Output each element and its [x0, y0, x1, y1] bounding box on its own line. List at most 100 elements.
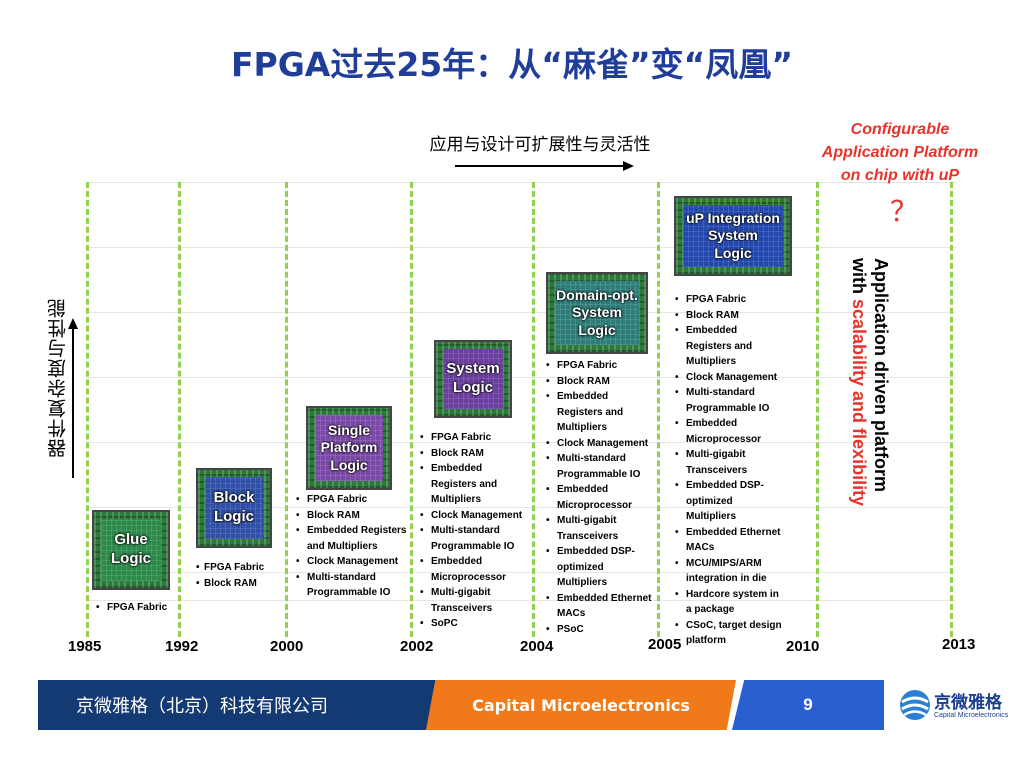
feature-list-1992: FPGA FabricBlock RAM: [196, 560, 264, 591]
feature-item: Block RAM: [196, 576, 264, 592]
company-name-en: Capital Microelectronics: [426, 680, 736, 730]
feature-item: FPGA Fabric: [196, 560, 264, 576]
year-guide-line: [178, 182, 181, 637]
feature-item: Embedded Registers: [294, 523, 406, 539]
feature-item: Microprocessor: [686, 433, 762, 445]
feature-item: Embedded: [673, 323, 782, 339]
feature-item: Registers and: [431, 478, 498, 490]
feature-item: Transceivers: [686, 464, 748, 476]
year-label: 2005: [648, 636, 682, 653]
slide-title: FPGA过去25年：从“麻雀”变“凤凰”: [230, 45, 794, 84]
chip-block-logic: Block Logic: [196, 468, 272, 548]
feature-item: Multi-standard: [418, 523, 522, 539]
feature-item: Programmable IO: [557, 468, 641, 480]
feature-item: FPGA Fabric: [94, 600, 167, 616]
feature-item: Multipliers: [686, 511, 737, 522]
company-logo: 京微雅格 Capital Microelectronics: [896, 682, 1020, 728]
feature-list-2000: FPGA FabricBlock RAMEmbedded Registersan…: [294, 492, 406, 601]
feature-item: Multi-gigabit: [418, 585, 522, 601]
feature-item: Block RAM: [544, 374, 651, 390]
feature-item: Multipliers: [557, 577, 608, 588]
feature-item: Embedded: [544, 389, 651, 405]
feature-item: PSoC: [544, 622, 651, 638]
footer-bar: 京微雅格（北京）科技有限公司 Capital Microelectronics …: [0, 680, 1024, 730]
globe-logo-icon: [900, 690, 930, 720]
company-name-cn: 京微雅格（北京）科技有限公司: [38, 680, 438, 730]
scalability-caption: 应用与设计可扩展性与灵活性: [429, 135, 651, 155]
chip-domain-optimized-system-logic: Domain-opt. System Logic: [546, 272, 648, 354]
grid-line: [86, 312, 956, 313]
year-guide-line: [657, 182, 660, 637]
up-arrow-icon: [68, 318, 78, 478]
right-arrow-icon: [455, 161, 634, 171]
configurable-platform-label: Configurable Application Platform on chi…: [821, 121, 979, 184]
feature-item: Multi-standard: [544, 451, 651, 467]
feature-item: Embedded DSP-: [544, 544, 651, 560]
feature-item: Multi-gigabit: [544, 513, 651, 529]
feature-item: a package: [686, 604, 735, 615]
feature-item: Microprocessor: [557, 499, 633, 511]
page-number: 9: [732, 680, 884, 730]
year-guide-line: [816, 182, 819, 637]
feature-item: optimized: [686, 495, 733, 507]
feature-item: Embedded Ethernet: [673, 525, 782, 541]
feature-list-1985: FPGA Fabric: [94, 600, 167, 616]
year-label: 2004: [520, 638, 554, 655]
feature-item: Block RAM: [294, 508, 406, 524]
year-label: 1992: [165, 638, 199, 655]
feature-item: Registers and: [686, 340, 753, 352]
year-label: 2013: [942, 636, 976, 653]
year-guide-line: [950, 182, 953, 637]
feature-item: Embedded: [418, 461, 522, 477]
feature-list-2002: FPGA FabricBlock RAMEmbeddedRegisters an…: [418, 430, 522, 632]
feature-item: FPGA Fabric: [673, 292, 782, 308]
feature-item: Embedded: [544, 482, 651, 498]
feature-item: Block RAM: [673, 308, 782, 324]
feature-item: and Multipliers: [307, 540, 378, 552]
logo-name: 京微雅格: [934, 693, 1002, 713]
feature-item: Multipliers: [431, 494, 482, 505]
feature-item: Embedded Ethernet: [544, 591, 651, 607]
feature-item: Embedded DSP-: [673, 478, 782, 494]
feature-list-2010: FPGA FabricBlock RAMEmbeddedRegisters an…: [673, 292, 782, 649]
feature-item: Multipliers: [686, 356, 737, 367]
feature-item: Multi-gigabit: [673, 447, 782, 463]
feature-item: Multi-standard: [673, 385, 782, 401]
feature-item: Block RAM: [418, 446, 522, 462]
feature-item: Programmable IO: [431, 540, 515, 552]
feature-item: integration in die: [686, 573, 767, 584]
grid-line: [86, 377, 956, 378]
logo-subtitle: Capital Microelectronics: [934, 712, 1009, 719]
year-label: 2000: [270, 638, 304, 655]
feature-item: Clock Management: [418, 508, 522, 524]
feature-item: MCU/MIPS/ARM: [673, 556, 782, 572]
grid-line: [86, 572, 956, 573]
feature-item: MACs: [557, 608, 586, 619]
feature-item: FPGA Fabric: [294, 492, 406, 508]
application-driven-platform-text: Application driven platform with scalabil…: [849, 258, 891, 507]
year-guide-line: [410, 182, 413, 637]
chip-system-logic: System Logic: [434, 340, 512, 418]
feature-item: platform: [686, 635, 726, 646]
feature-item: Microprocessor: [431, 571, 507, 583]
feature-item: SoPC: [418, 616, 522, 632]
feature-item: Embedded: [673, 416, 782, 432]
feature-item: CSoC, target design: [673, 618, 782, 634]
feature-item: Transceivers: [557, 530, 619, 542]
feature-item: optimized: [557, 561, 604, 573]
chip-glue-logic: Glue Logic: [92, 510, 170, 590]
year-guide-line: [86, 182, 89, 637]
feature-item: Registers and: [557, 406, 624, 418]
feature-item: FPGA Fabric: [544, 358, 651, 374]
feature-item: Multi-standard: [294, 570, 406, 586]
feature-item: Transceivers: [431, 602, 493, 614]
question-mark: ？: [890, 195, 919, 228]
feature-item: Multipliers: [557, 422, 608, 433]
chip-up-integration-system-logic: uP Integration System Logic: [674, 196, 792, 276]
year-label: 2010: [786, 638, 820, 655]
feature-item: MACs: [686, 542, 715, 553]
year-label: 1985: [68, 638, 102, 655]
feature-list-2004: FPGA FabricBlock RAMEmbeddedRegisters an…: [544, 358, 651, 637]
feature-item: Programmable IO: [307, 587, 391, 598]
year-guide-line: [532, 182, 535, 637]
